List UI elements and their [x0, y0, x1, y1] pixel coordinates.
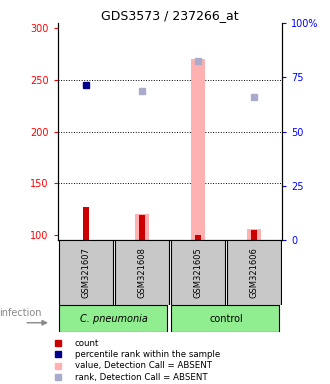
Bar: [139, 215, 145, 240]
Bar: [83, 207, 88, 240]
Text: GSM321605: GSM321605: [193, 247, 203, 298]
Text: percentile rank within the sample: percentile rank within the sample: [75, 349, 220, 359]
Bar: [59, 305, 167, 332]
Title: GDS3573 / 237266_at: GDS3573 / 237266_at: [101, 9, 239, 22]
Text: rank, Detection Call = ABSENT: rank, Detection Call = ABSENT: [75, 372, 207, 382]
Text: value, Detection Call = ABSENT: value, Detection Call = ABSENT: [75, 361, 212, 370]
Text: count: count: [75, 339, 99, 348]
Bar: [247, 228, 261, 240]
Bar: [171, 305, 279, 332]
Bar: [251, 230, 257, 240]
Text: GSM321607: GSM321607: [81, 247, 90, 298]
Bar: [135, 214, 149, 240]
Bar: [171, 240, 225, 305]
Bar: [191, 59, 205, 240]
Bar: [227, 240, 281, 305]
Text: infection: infection: [0, 308, 42, 318]
Text: C. pneumonia: C. pneumonia: [80, 314, 148, 324]
Text: GSM321606: GSM321606: [249, 247, 259, 298]
Bar: [195, 235, 201, 240]
Bar: [115, 240, 169, 305]
Bar: [59, 240, 113, 305]
Text: GSM321608: GSM321608: [137, 247, 147, 298]
Text: control: control: [209, 314, 243, 324]
